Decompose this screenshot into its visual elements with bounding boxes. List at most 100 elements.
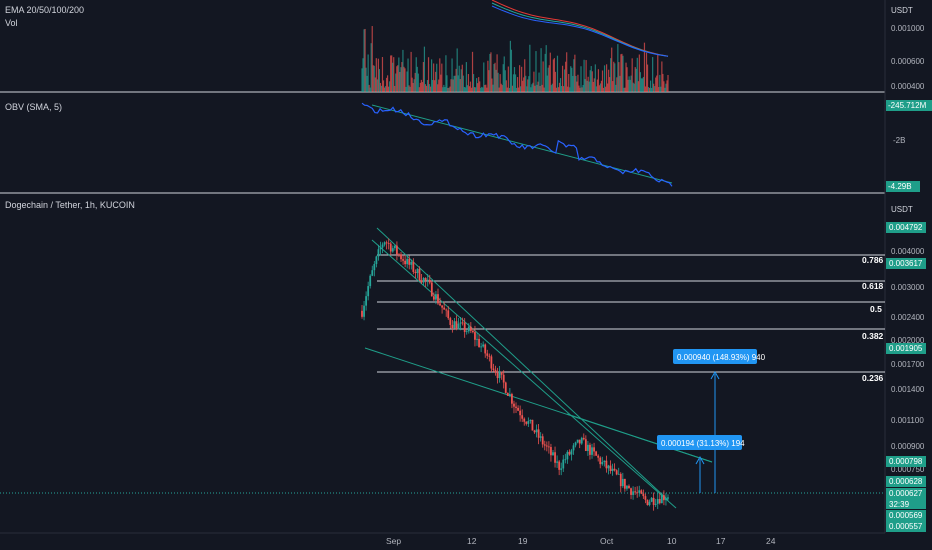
candle <box>389 241 392 256</box>
volume-bar <box>561 65 564 92</box>
volume-bar <box>610 58 612 92</box>
volume-bar <box>591 71 593 92</box>
candle-body <box>430 282 433 297</box>
candle <box>422 277 425 286</box>
candle <box>500 371 503 380</box>
volume-bar <box>409 86 411 92</box>
candle-body <box>632 491 634 495</box>
volume-bar <box>363 29 365 93</box>
candle <box>613 463 616 472</box>
candle-body <box>373 263 376 271</box>
measure-big-text: 0.000940 (148.93%) 940 <box>677 353 766 362</box>
candle <box>634 486 637 495</box>
volume-bar <box>540 48 542 92</box>
volume-bar <box>450 79 452 92</box>
time-axis[interactable]: Sep 12 19 Oct 10 17 24 <box>386 536 776 546</box>
price-badge: 0.004792 <box>886 222 926 233</box>
candle-body <box>554 452 556 463</box>
volume-bar <box>478 77 480 92</box>
candle-body <box>478 338 480 347</box>
candle-body <box>428 279 431 283</box>
volume-bar <box>473 87 476 92</box>
price-badge: 0.000798 <box>886 456 926 467</box>
volume-bar <box>506 87 508 92</box>
volume-bar <box>505 80 507 92</box>
volume-bar <box>417 73 419 92</box>
downtrend-line-1[interactable] <box>376 227 669 501</box>
candle-body <box>412 261 415 272</box>
volume-bar <box>486 87 488 92</box>
volume-bar <box>428 84 431 92</box>
candle-body <box>408 258 411 265</box>
volume-bar <box>625 62 627 92</box>
volume-bar <box>447 87 449 92</box>
obv-trendline[interactable] <box>371 104 673 184</box>
volume-bar <box>615 84 617 92</box>
candle <box>365 291 368 311</box>
volume-bar <box>376 79 378 92</box>
volume-bar <box>603 65 606 92</box>
candle-body <box>603 460 606 462</box>
volume-bar <box>433 63 435 92</box>
candle <box>488 353 491 362</box>
candle <box>375 255 378 268</box>
ema-lines <box>491 0 669 57</box>
candle-body <box>379 247 382 250</box>
candle <box>432 292 435 302</box>
candle-body <box>654 503 657 505</box>
volume-bar <box>501 85 503 92</box>
candle-body <box>552 452 554 456</box>
fib-retracement[interactable]: 0.786 0.618 0.5 0.382 0.236 <box>377 254 885 383</box>
candle-body <box>453 321 456 329</box>
candle-body <box>613 468 616 471</box>
volume-bar <box>383 87 386 92</box>
volume-bar <box>667 74 669 92</box>
measure-tool-small[interactable]: 0.000194 (31.13%) 194 <box>657 435 745 493</box>
candle <box>447 306 450 320</box>
ema-label: EMA 20/50/100/200 <box>5 5 84 15</box>
volume-bar <box>524 59 526 92</box>
volume-bar <box>399 71 401 92</box>
measure-tool-big[interactable]: 0.000940 (148.93%) 940 <box>673 349 766 493</box>
volume-bar <box>434 80 436 92</box>
candle-body <box>595 451 598 456</box>
volume-bar <box>660 86 662 92</box>
candle-body <box>451 324 454 329</box>
volume-bar <box>522 80 524 92</box>
candle-body <box>650 497 653 502</box>
candle-body <box>457 323 460 330</box>
volume-bar <box>455 68 457 92</box>
candle-body <box>615 470 618 475</box>
volume-bar <box>510 49 513 92</box>
downtrend-line-2[interactable] <box>371 239 677 509</box>
candle <box>541 433 544 448</box>
candle <box>391 245 394 253</box>
candle-body <box>626 485 628 489</box>
volume-bar <box>458 65 460 92</box>
volume-bar <box>461 64 463 92</box>
candle <box>550 443 552 462</box>
channel-line-upper[interactable] <box>566 413 713 463</box>
candle-body <box>599 457 602 465</box>
candle <box>615 469 618 476</box>
volume-bar <box>542 61 544 92</box>
volume-bar <box>490 52 492 92</box>
volume-bar <box>654 86 656 92</box>
volume-bar <box>378 69 380 92</box>
candle-body <box>474 332 476 340</box>
candle <box>449 316 452 329</box>
volume-bar <box>608 69 610 92</box>
candle <box>492 363 495 372</box>
volume-bar <box>424 84 427 92</box>
candle <box>371 265 374 277</box>
candle-body <box>607 465 610 469</box>
candle-body <box>391 248 394 252</box>
price-tick: 0.001100 <box>891 416 924 425</box>
volume-bar <box>633 83 635 92</box>
candle-body <box>636 492 639 494</box>
trend-lines[interactable] <box>364 227 713 509</box>
candle-body <box>447 310 450 319</box>
volume-bar <box>370 43 372 92</box>
volume-bar <box>388 86 390 92</box>
